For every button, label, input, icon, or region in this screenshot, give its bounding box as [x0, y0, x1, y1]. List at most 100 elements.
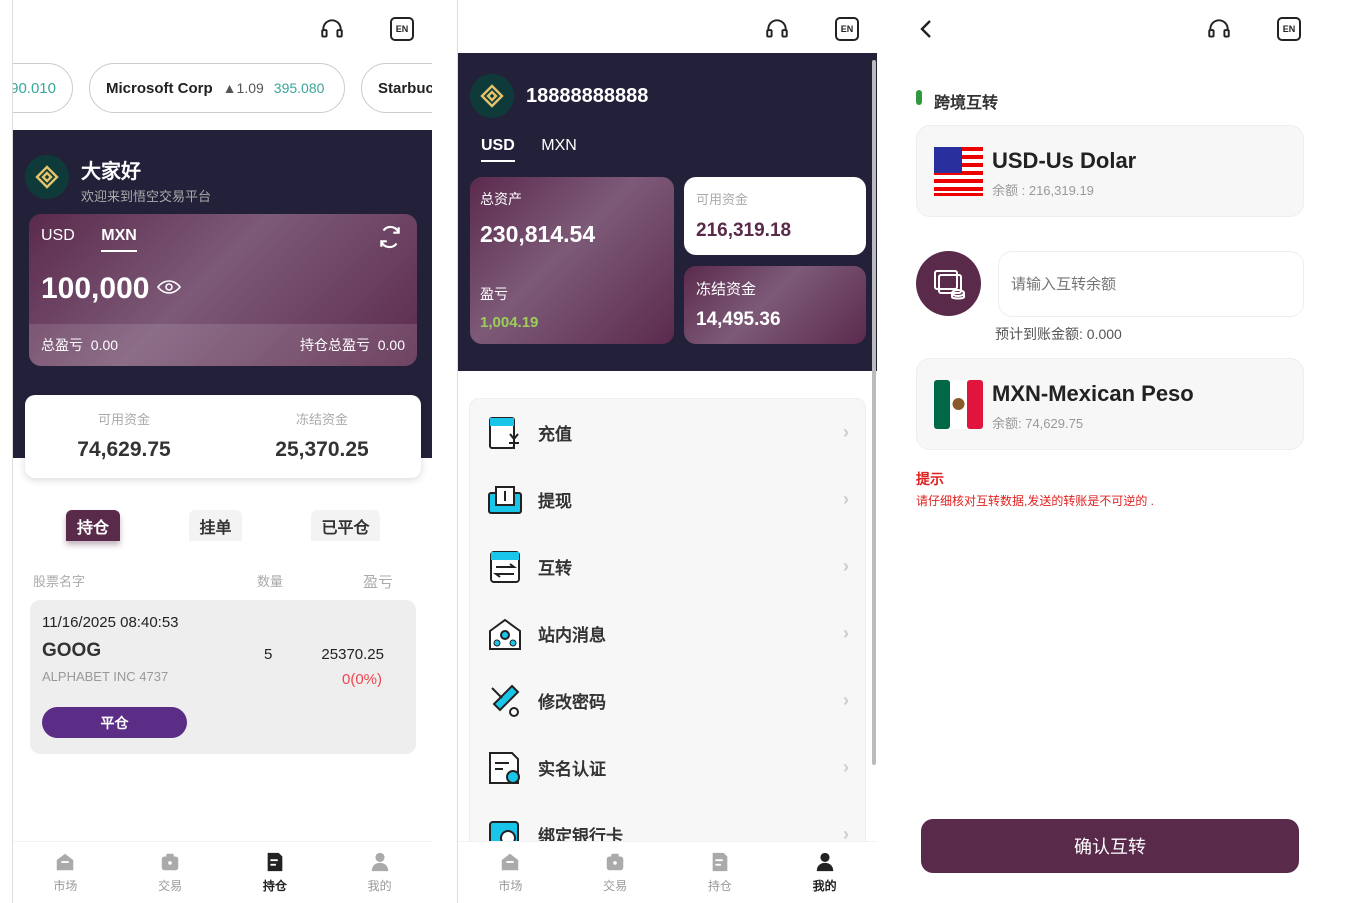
menu-item-0[interactable]: 充值 › — [470, 399, 865, 466]
tip-title: 提示 — [916, 471, 944, 487]
menu-item-label: 实名认证 — [538, 760, 606, 779]
bottom-nav: 市场 交易 持仓 我的 — [13, 841, 432, 903]
language-button[interactable]: EN — [390, 17, 414, 41]
column-header: 股票名字 — [33, 574, 86, 589]
nav-holdings[interactable]: 持仓 — [668, 842, 773, 903]
frozen-card: 冻结资金 14,495.36 — [684, 266, 866, 344]
menu-list: 充值 › 提现 › 互转 › 站内消息 › 修改密码 › 实名认证 › 绑定银行卡 › — [469, 398, 866, 858]
tab-closed[interactable]: 已平仓 — [311, 510, 380, 541]
chevron-right-icon: › — [843, 422, 849, 442]
holdings-icon — [712, 852, 728, 872]
total-assets-value: 230,814.54 — [480, 221, 596, 247]
menu-item-5[interactable]: 实名认证 › — [470, 734, 865, 801]
from-currency-card[interactable]: USD-Us Dolar 余额 : 216,319.19 — [916, 125, 1304, 217]
verify-icon — [489, 751, 520, 784]
nav-market[interactable]: 市场 — [458, 842, 563, 903]
nav-trade[interactable]: 交易 — [118, 842, 223, 903]
position-row[interactable]: 11/16/2025 08:40:53 GOOG ALPHABET INC 47… — [30, 600, 416, 754]
menu-item-4[interactable]: 修改密码 › — [470, 667, 865, 734]
total-assets-card: 总资产 230,814.54 盈亏 1,004.19 — [470, 177, 674, 344]
currency-tab-usd[interactable]: USD — [481, 137, 515, 162]
market-icon — [502, 853, 519, 871]
user-icon — [816, 852, 833, 872]
back-icon[interactable] — [916, 18, 936, 40]
tip-text: 请仔细核对互转数据,发送的转账是不可逆的 . — [916, 494, 1155, 508]
phone-number: 18888888888 — [526, 85, 649, 107]
mexico-flag-icon — [934, 380, 983, 429]
chevron-right-icon: › — [843, 757, 849, 777]
trade-icon — [161, 853, 179, 871]
nav-trade[interactable]: 交易 — [563, 842, 668, 903]
greeting: 大家好 — [81, 161, 141, 183]
chevron-right-icon: › — [843, 489, 849, 509]
us-flag-icon — [934, 147, 983, 196]
menu-item-3[interactable]: 站内消息 › — [470, 600, 865, 667]
menu-item-label: 提现 — [538, 492, 572, 511]
nav-holdings[interactable]: 持仓 — [223, 842, 328, 903]
position-pl-label: 持仓总盈亏 — [299, 337, 370, 353]
market-screen: EN 90.010 Microsoft Corp ▲1.09 395.080 S… — [12, 0, 432, 903]
transfer-icon — [490, 550, 520, 583]
ticker-item[interactable]: Microsoft Corp ▲1.09 395.080 — [89, 63, 345, 113]
eye-icon[interactable] — [157, 278, 181, 296]
menu-item-label: 修改密码 — [538, 693, 606, 712]
balance-value: 100,000 — [41, 272, 150, 305]
menu-item-2[interactable]: 互转 › — [470, 533, 865, 600]
tools-icon — [491, 684, 520, 717]
message-icon — [489, 618, 521, 650]
confirm-transfer-button[interactable]: 确认互转 — [921, 819, 1299, 873]
pl-value: 1,004.19 — [480, 314, 539, 331]
menu-item-label: 站内消息 — [538, 626, 606, 645]
nav-mine[interactable]: 我的 — [772, 842, 877, 903]
transfer-icon — [916, 251, 981, 316]
menu-item-label: 充值 — [538, 425, 572, 444]
close-position-button[interactable]: 平仓 — [42, 707, 187, 738]
welcome-text: 欢迎来到悟空交易平台 — [81, 189, 212, 204]
available-card: 可用资金 216,319.18 — [684, 177, 866, 255]
tab-pending[interactable]: 挂单 — [189, 510, 242, 541]
nav-mine[interactable]: 我的 — [327, 842, 432, 903]
currency-tab-usd[interactable]: USD — [41, 227, 75, 244]
transfer-screen: EN 跨境互转 USD-Us Dolar 余额 : 216,319.19 预计到… — [900, 0, 1320, 903]
chevron-right-icon: › — [843, 824, 849, 844]
language-button[interactable]: EN — [835, 17, 859, 41]
headset-icon[interactable] — [764, 16, 790, 42]
menu-item-1[interactable]: 提现 › — [470, 466, 865, 533]
ticker-item[interactable]: Starbuc — [361, 63, 432, 113]
total-pl-label: 总盈亏 — [41, 337, 83, 353]
bottom-nav: 市场 交易 持仓 我的 — [458, 841, 877, 903]
frozen-value: 25,370.25 — [275, 438, 369, 461]
scrollbar[interactable] — [872, 60, 876, 765]
account-screen: EN 18888888888 USD MXN 总资产 230,814.54 盈亏… — [457, 0, 877, 903]
available-value: 74,629.75 — [77, 438, 171, 461]
currency-tab-mxn[interactable]: MXN — [101, 227, 137, 252]
deposit-icon — [489, 416, 519, 449]
to-currency-card[interactable]: MXN-Mexican Peso 余额: 74,629.75 — [916, 358, 1304, 450]
chevron-right-icon: › — [843, 556, 849, 576]
amount-input[interactable] — [998, 251, 1304, 317]
frozen-value: 14,495.36 — [696, 309, 781, 330]
headset-icon[interactable] — [1206, 16, 1232, 42]
nav-market[interactable]: 市场 — [13, 842, 118, 903]
page-title: 跨境互转 — [934, 95, 999, 112]
ticker-item[interactable]: 90.010 — [13, 63, 73, 113]
available-value: 216,319.18 — [696, 220, 792, 241]
headset-icon[interactable] — [319, 16, 345, 42]
user-icon — [371, 852, 388, 872]
total-pl-value: 0.00 — [90, 337, 119, 353]
withdraw-icon — [488, 485, 522, 514]
logo — [470, 74, 514, 118]
refresh-icon[interactable] — [377, 224, 403, 250]
symbol: GOOG — [42, 640, 102, 661]
holdings-icon — [267, 852, 283, 872]
balance-card: USD MXN 100,000 总盈亏 0.00 持仓总盈亏 0.00 — [29, 214, 417, 366]
language-button[interactable]: EN — [1277, 17, 1301, 41]
tab-holdings[interactable]: 持仓 — [66, 510, 120, 541]
title-marker — [916, 90, 922, 105]
column-header: 数量 — [257, 574, 284, 589]
position-pl-value: 0.00 — [377, 337, 405, 353]
currency-tab-mxn[interactable]: MXN — [541, 137, 577, 154]
trade-icon — [606, 853, 624, 871]
market-icon — [57, 853, 74, 871]
funds-card: 可用资金 74,629.75 冻结资金 25,370.25 — [25, 395, 421, 478]
